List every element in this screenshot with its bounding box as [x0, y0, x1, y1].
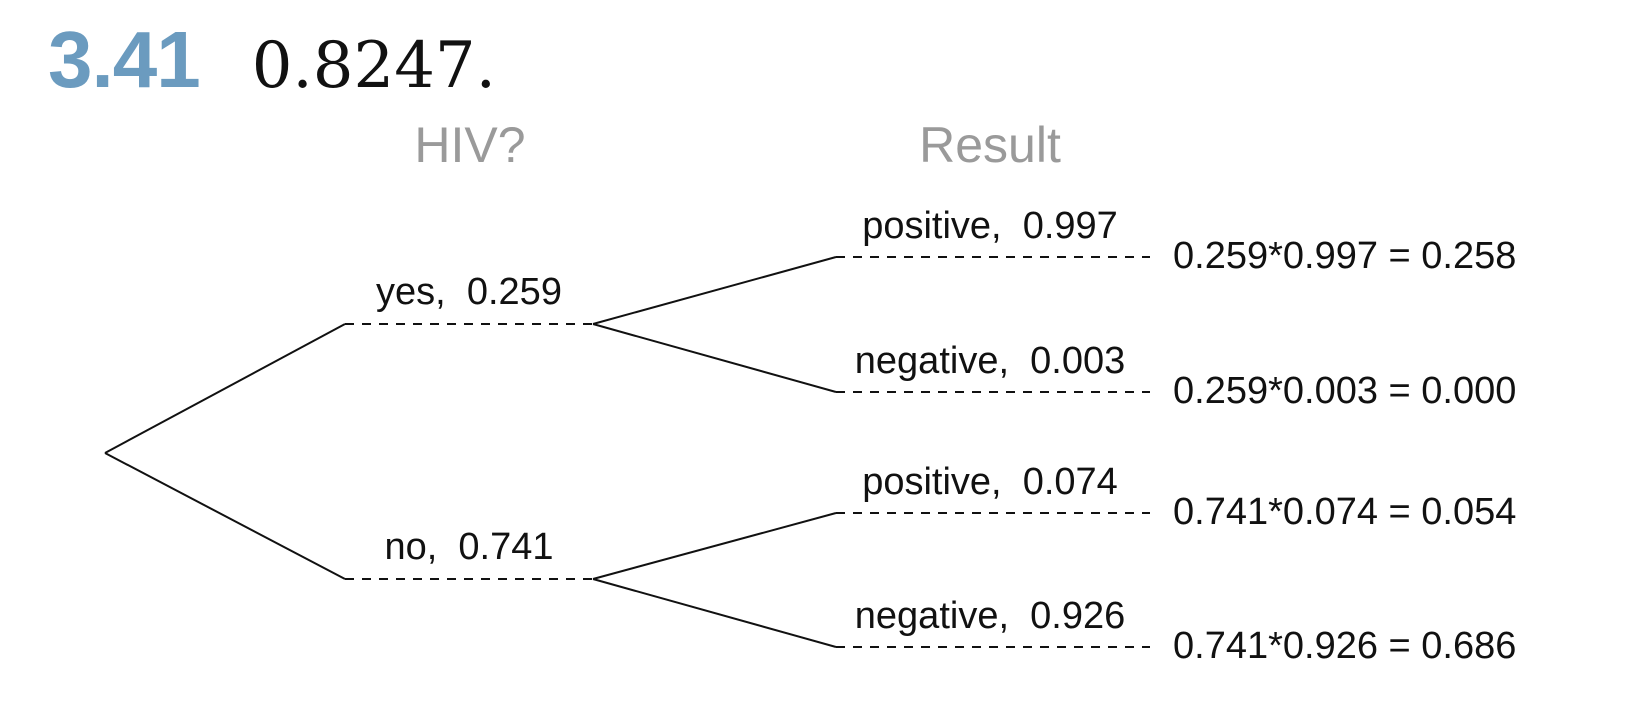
branch-line-yes-negative	[592, 323, 837, 393]
branch-label-no-negative: negative, 0.926	[855, 595, 1125, 637]
column-heading-result: Result	[919, 117, 1061, 173]
branch-line-yes	[104, 323, 346, 454]
header: 3.41 0.8247.	[48, 14, 496, 104]
branch-line-yes-positive	[592, 256, 837, 325]
branch-label-no: no, 0.741	[384, 526, 553, 568]
results-group: 0.259*0.997 = 0.258 0.259*0.003 = 0.000 …	[1173, 235, 1516, 667]
branch-label-yes-negative: negative, 0.003	[855, 340, 1125, 382]
branch-line-no	[104, 452, 346, 580]
result-yes-negative: 0.259*0.003 = 0.000	[1173, 370, 1516, 412]
branch-line-no-positive	[592, 512, 837, 580]
answer-value: 0.8247.	[251, 29, 496, 103]
column-heading-hiv: HIV?	[414, 117, 525, 173]
branch-label-no-positive: positive, 0.074	[862, 461, 1118, 503]
branch-line-no-negative	[592, 578, 837, 648]
result-yes-positive: 0.259*0.997 = 0.258	[1173, 235, 1516, 277]
result-no-positive: 0.741*0.074 = 0.054	[1173, 491, 1516, 533]
problem-number: 3.41	[48, 15, 201, 104]
result-no-negative: 0.741*0.926 = 0.686	[1173, 625, 1516, 667]
branch-label-yes-positive: positive, 0.997	[862, 205, 1118, 247]
branch-label-yes: yes, 0.259	[376, 271, 562, 313]
